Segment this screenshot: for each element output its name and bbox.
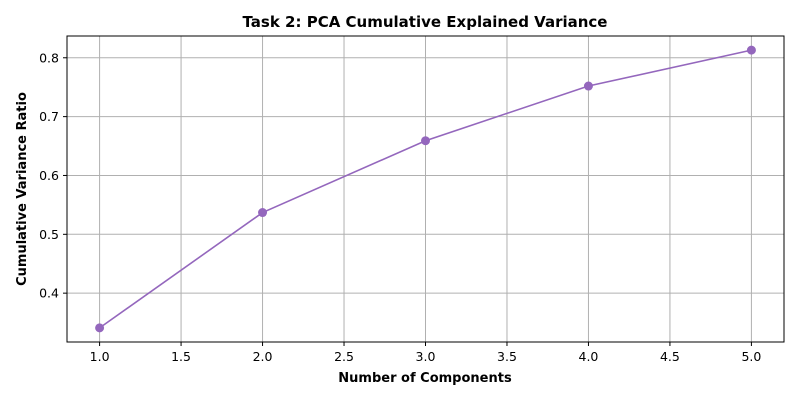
y-tick-label: 0.8 [39, 50, 59, 65]
x-tick-label: 5.0 [741, 349, 761, 364]
x-tick-label: 3.5 [497, 349, 517, 364]
chart-title: Task 2: PCA Cumulative Explained Varianc… [243, 13, 608, 31]
y-axis-label: Cumulative Variance Ratio [15, 92, 30, 286]
grid [67, 36, 784, 342]
x-tick-label: 2.5 [334, 349, 354, 364]
x-tick-label: 2.0 [253, 349, 273, 364]
ticks: 1.0 1.5 2.0 2.5 3.0 3.5 4.0 4.5 5.0 0.4 0.5 0.6 0.7 0… [39, 50, 761, 364]
data-point [746, 45, 756, 55]
data-point [421, 136, 430, 146]
y-tick-label: 0.6 [39, 168, 59, 183]
data-point [583, 81, 593, 91]
x-tick-label: 3.0 [416, 349, 436, 364]
x-tick-label: 4.5 [660, 349, 680, 364]
plot-frame [66, 35, 785, 343]
x-axis-label: Number of Components [338, 371, 512, 386]
x-tick-label: 1.5 [171, 349, 191, 364]
series [95, 45, 756, 333]
data-point [258, 208, 268, 218]
x-tick-label: 1.0 [90, 349, 110, 364]
y-tick-label: 0.7 [39, 109, 59, 124]
y-tick-label: 0.4 [39, 286, 59, 301]
data-point [95, 323, 105, 333]
y-tick-label: 0.5 [39, 227, 59, 242]
x-tick-label: 4.0 [579, 349, 599, 364]
